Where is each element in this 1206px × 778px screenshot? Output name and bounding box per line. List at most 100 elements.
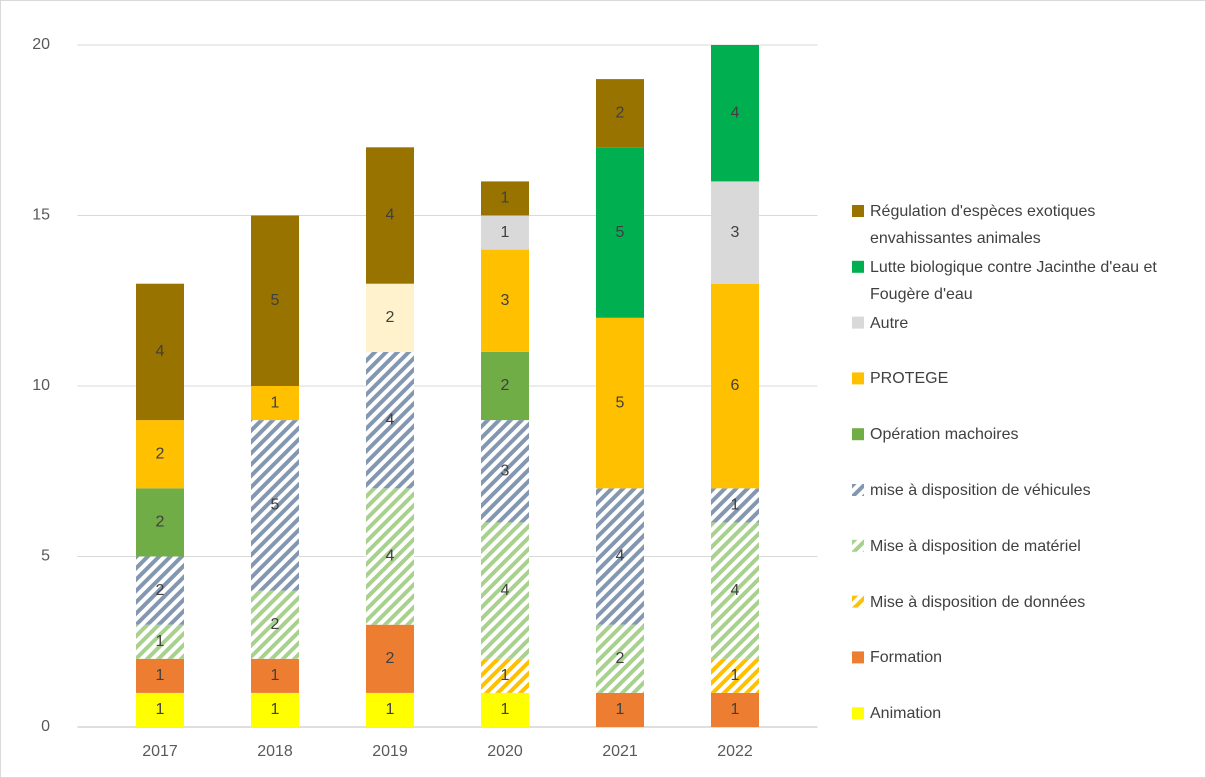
data-label: 4 (386, 411, 395, 428)
data-label: 4 (386, 548, 395, 565)
legend-label: Animation (870, 705, 942, 723)
data-label: 1 (501, 667, 510, 684)
bar-segment (251, 590, 299, 659)
bar-segment (366, 283, 414, 352)
data-label: 2 (156, 445, 165, 462)
legend-entry: Formation (870, 649, 942, 666)
data-label: 3 (501, 462, 510, 479)
legend-entry: PROTEGE (870, 370, 949, 388)
data-label: 1 (156, 667, 165, 684)
bar-segment (366, 147, 414, 284)
data-label: 1 (616, 701, 625, 718)
x-tick-label: 2021 (602, 743, 638, 760)
data-label: 2 (156, 582, 165, 599)
data-label: 1 (501, 190, 510, 207)
legend-entry: Mise à disposition de données (870, 593, 1086, 611)
bar-segment (251, 386, 299, 421)
bar-segment (366, 351, 414, 489)
bar-segment (366, 692, 414, 727)
legend-entry: Autre (870, 315, 908, 332)
data-label: 3 (501, 292, 510, 309)
legend-label: mise à disposition de véhicules (870, 482, 1091, 499)
legend-label: PROTEGE (870, 370, 949, 388)
legend-swatch (852, 316, 864, 329)
data-label: 5 (616, 224, 625, 241)
data-label: 1 (501, 224, 510, 241)
bar-segment (366, 624, 414, 693)
data-label: 1 (731, 667, 740, 684)
bar-segment (481, 658, 529, 693)
data-label: 2 (616, 104, 625, 121)
bar-segment (596, 317, 644, 489)
y-tick-label: 15 (32, 207, 50, 224)
x-tick-label: 2017 (142, 743, 178, 760)
bar-segment (481, 420, 529, 523)
y-tick-label: 0 (41, 718, 50, 735)
data-label: 4 (731, 582, 740, 599)
x-tick-label: 2019 (372, 743, 408, 760)
x-tick-label: 2022 (717, 743, 753, 760)
data-label: 4 (156, 343, 165, 360)
data-label: 1 (731, 701, 740, 718)
bar-segment (711, 692, 759, 727)
legend-swatch (852, 595, 864, 608)
bar-segment (251, 692, 299, 727)
legend-label: Lutte biologique contre Jacinthe d'eau e… (870, 258, 1157, 303)
data-label: 4 (731, 104, 740, 121)
bar-segment (596, 488, 644, 625)
data-label: 1 (386, 701, 395, 718)
legend-label: Mise à disposition de matériel (870, 537, 1081, 555)
bar-segment (596, 147, 644, 318)
y-tick-label: 5 (41, 548, 50, 565)
bar-segment (136, 624, 184, 659)
bar-segment (481, 249, 529, 352)
bar-segment (711, 658, 759, 693)
bar-segment (251, 658, 299, 693)
bar-segment (136, 283, 184, 421)
legend-swatch (852, 484, 864, 496)
legend-entry: Lutte biologique contre Jacinthe d'eau e… (870, 258, 1157, 303)
data-label: 2 (501, 377, 510, 394)
bar-segment (136, 488, 184, 557)
legend-entry: Opération machoires (870, 426, 1019, 444)
data-label: 4 (616, 548, 625, 565)
bar-segment (366, 488, 414, 625)
data-label: 2 (386, 650, 395, 667)
data-label: 1 (156, 701, 165, 718)
bar-segment (596, 79, 644, 148)
legend-swatch (852, 651, 864, 664)
x-tick-label: 2020 (487, 743, 523, 760)
bar-segment (136, 658, 184, 693)
data-label: 4 (386, 207, 395, 224)
bar-segment (251, 215, 299, 386)
bar-segment (136, 556, 184, 625)
data-label: 1 (156, 633, 165, 650)
bar-segment (481, 522, 529, 659)
legend-label: Opération machoires (870, 426, 1019, 444)
data-label: 5 (271, 497, 280, 514)
legend-entry: Animation (870, 705, 942, 723)
data-label: 3 (731, 224, 740, 241)
legend-swatch (852, 260, 864, 273)
legend-entry: mise à disposition de véhicules (870, 482, 1091, 499)
data-label: 5 (616, 394, 625, 411)
y-tick-label: 10 (32, 377, 50, 394)
data-label: 2 (271, 616, 280, 633)
bar-segment (481, 215, 529, 250)
bar-segment (711, 45, 759, 182)
legend-entry: Mise à disposition de matériel (870, 537, 1081, 555)
data-label: 1 (271, 701, 280, 718)
legend-swatch (852, 539, 864, 552)
legend-label: Mise à disposition de données (870, 593, 1086, 611)
data-label: 5 (271, 292, 280, 309)
bar-segment (596, 692, 644, 727)
bar-segment (481, 181, 529, 216)
x-tick-label: 2018 (257, 743, 293, 760)
data-label: 4 (501, 582, 510, 599)
bar-segment (481, 692, 529, 727)
data-label: 1 (731, 497, 740, 514)
bar-segment (251, 420, 299, 591)
data-label: 2 (386, 309, 395, 326)
bar-segment (711, 283, 759, 489)
